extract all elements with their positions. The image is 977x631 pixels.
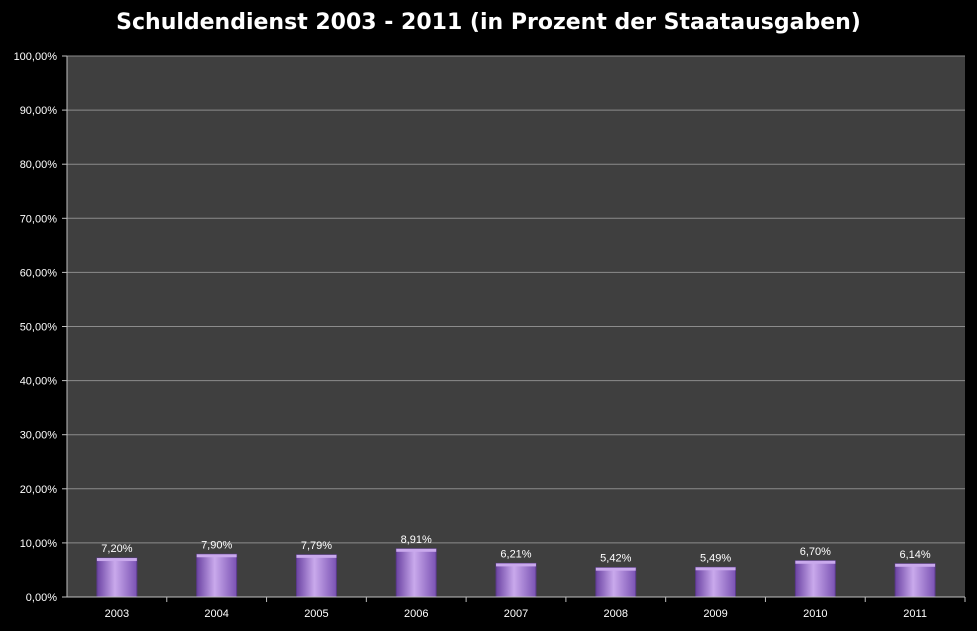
y-axis: 0,00% 10,00% 20,00% 30,00% 40,00% 50,00% 60,00… [14, 51, 68, 604]
y-tick-label: 100,00% [14, 51, 58, 63]
y-tick-label: 40,00% [20, 376, 58, 388]
bar-top [695, 567, 736, 571]
x-tick-label: 2005 [304, 608, 328, 620]
chart-title: Schuldendienst 2003 - 2011 (in Prozent d… [116, 10, 861, 35]
y-tick-label: 90,00% [20, 105, 58, 117]
bar-top [496, 563, 536, 567]
data-label: 7,90% [201, 539, 232, 551]
y-tick-label: 30,00% [20, 430, 58, 442]
bar-top [895, 563, 936, 567]
bar [695, 566, 737, 598]
bar-top [96, 558, 137, 562]
data-labels: 7,20% 7,90% 7,79% 8,91% 6,21% 5,42% 5,49% 6,70%… [101, 534, 931, 565]
y-tick-label: 80,00% [20, 159, 58, 171]
y-tick-label: 20,00% [20, 484, 58, 496]
y-tick-label: 0,00% [26, 592, 57, 604]
bar-top [196, 554, 237, 558]
bar [395, 548, 437, 598]
y-tick-label: 60,00% [20, 267, 58, 279]
bar [595, 567, 637, 598]
data-label: 6,14% [900, 549, 931, 561]
bar-2011 [894, 563, 936, 598]
bar [295, 554, 337, 598]
bar [495, 562, 537, 598]
bar-2004 [196, 553, 238, 598]
bar-2003 [96, 557, 138, 598]
data-label: 8,91% [401, 534, 432, 546]
data-label: 5,42% [600, 553, 631, 565]
bar-2006 [395, 548, 437, 598]
x-tick-label: 2010 [803, 608, 827, 620]
x-tick-label: 2008 [604, 608, 628, 620]
x-axis: 2003 2004 2005 2006 2007 2008 2009 2010 2011 [67, 596, 966, 620]
y-tick-label: 50,00% [20, 322, 58, 334]
bar-top [296, 554, 337, 558]
bar-2010 [794, 560, 836, 598]
bar-top [396, 548, 437, 552]
data-label: 6,21% [500, 548, 531, 560]
x-tick-label: 2004 [204, 608, 228, 620]
x-tick-label: 2006 [404, 608, 428, 620]
data-label: 7,79% [301, 540, 332, 552]
x-tick-label: 2007 [504, 608, 528, 620]
bar-2009 [695, 566, 737, 598]
bar-top [795, 560, 836, 564]
bar-2005 [295, 554, 337, 598]
y-tick-label: 70,00% [20, 213, 58, 225]
x-tick-label: 2011 [903, 608, 927, 620]
bar [96, 557, 138, 598]
bar [196, 553, 238, 598]
bar-2007 [495, 562, 537, 598]
x-tick-label: 2009 [703, 608, 727, 620]
data-label: 6,70% [800, 546, 831, 558]
y-tick-label: 10,00% [20, 538, 58, 550]
x-tick-label: 2003 [105, 608, 129, 620]
bar [794, 560, 836, 598]
bar-2008 [595, 567, 637, 598]
bar [894, 563, 936, 598]
gridlines [67, 55, 965, 544]
data-label: 5,49% [700, 552, 731, 564]
data-label: 7,20% [101, 543, 132, 555]
bar-top [595, 567, 636, 571]
